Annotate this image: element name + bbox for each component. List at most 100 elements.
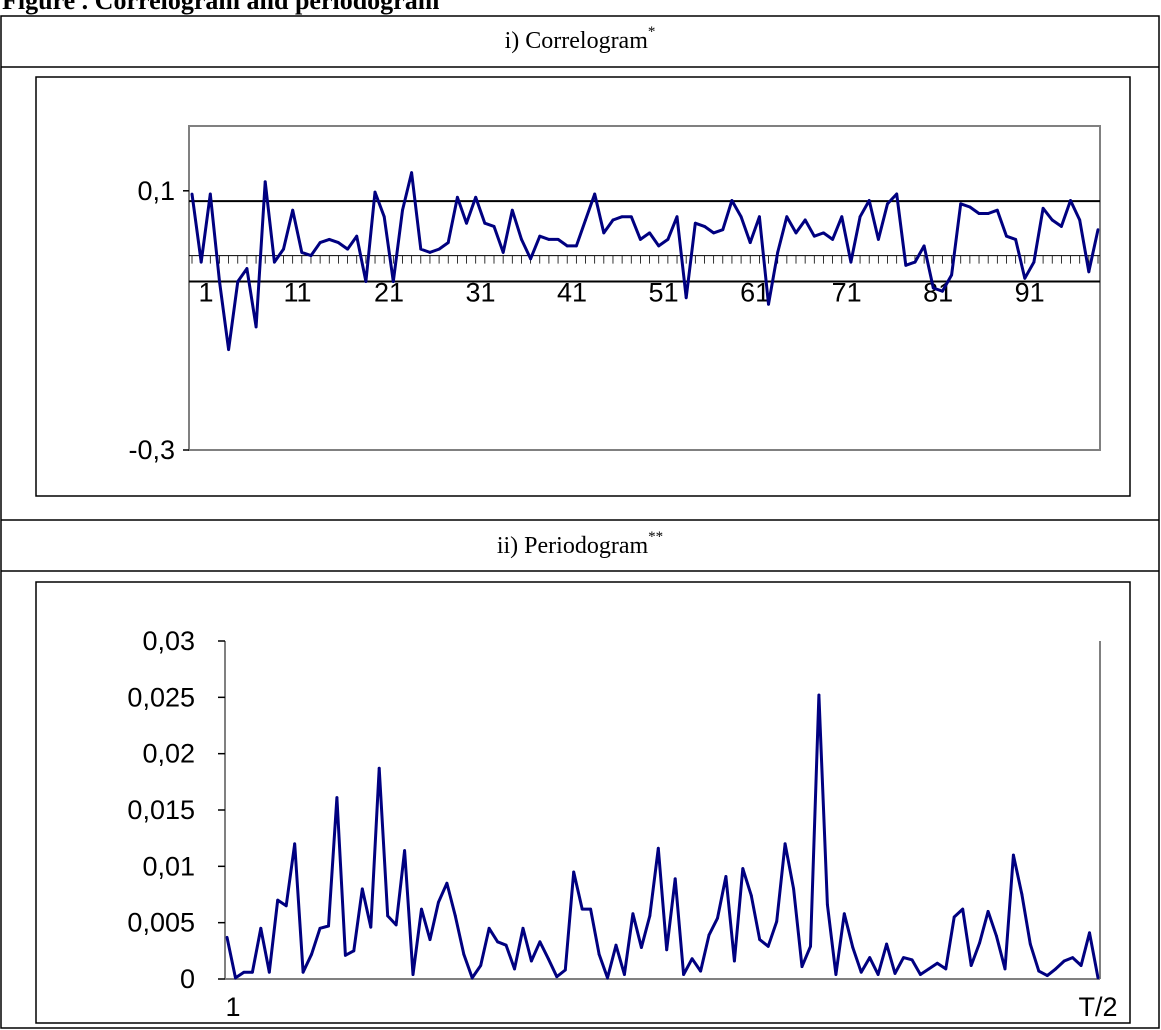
correlogram-point bbox=[1069, 199, 1072, 202]
periodogram-y-tick-label: 0,03 bbox=[142, 626, 195, 656]
periodogram-point bbox=[546, 957, 550, 961]
correlogram-point bbox=[1050, 218, 1054, 222]
periodogram-point bbox=[775, 920, 779, 923]
correlogram-point bbox=[355, 234, 359, 238]
periodogram-point bbox=[716, 916, 719, 920]
correlogram-point bbox=[282, 247, 285, 251]
correlogram-point bbox=[639, 238, 642, 241]
correlogram-point bbox=[867, 199, 871, 202]
periodogram-point bbox=[521, 926, 525, 930]
periodogram-point bbox=[453, 914, 457, 918]
periodogram-point bbox=[623, 973, 626, 976]
table-border bbox=[0, 15, 1160, 1029]
periodogram-title-mark: ** bbox=[648, 529, 663, 545]
periodogram-point bbox=[1012, 853, 1015, 857]
correlogram-point bbox=[922, 244, 926, 248]
periodogram-y-tick-label: 0,005 bbox=[127, 908, 195, 938]
correlogram-point bbox=[739, 215, 743, 219]
periodogram-point bbox=[927, 967, 931, 971]
correlogram-point bbox=[391, 280, 395, 283]
correlogram-point bbox=[272, 260, 276, 264]
periodogram-point bbox=[766, 944, 770, 948]
correlogram-point bbox=[1078, 218, 1082, 222]
correlogram-point bbox=[556, 238, 560, 241]
correlogram-point bbox=[455, 195, 459, 199]
periodogram-point bbox=[842, 912, 846, 916]
correlogram-x-tick-label: 31 bbox=[466, 278, 496, 308]
correlogram-point bbox=[977, 212, 981, 215]
correlogram-point bbox=[1059, 225, 1063, 228]
periodogram-point bbox=[428, 938, 432, 941]
periodogram-point bbox=[876, 973, 880, 976]
correlogram-point bbox=[794, 231, 798, 235]
periodogram-point bbox=[411, 973, 415, 976]
correlogram-point bbox=[501, 250, 505, 254]
periodogram-point bbox=[817, 693, 821, 697]
correlogram-point bbox=[263, 180, 267, 184]
periodogram-point bbox=[724, 875, 728, 878]
periodogram-point bbox=[234, 976, 237, 980]
correlogram-x-tick-label: 41 bbox=[557, 278, 587, 308]
correlogram-point bbox=[382, 215, 386, 219]
periodogram-y-tick-label: 0,02 bbox=[142, 739, 195, 769]
correlogram-point bbox=[684, 296, 688, 300]
periodogram-point bbox=[284, 904, 288, 908]
periodogram-point bbox=[538, 940, 542, 944]
correlogram-point bbox=[831, 238, 835, 241]
periodogram-point bbox=[969, 964, 973, 967]
periodogram-point bbox=[335, 796, 339, 800]
periodogram-point bbox=[487, 926, 491, 930]
periodogram-point bbox=[225, 935, 229, 939]
correlogram-point bbox=[492, 225, 496, 228]
periodogram-point bbox=[555, 975, 559, 979]
periodogram-point bbox=[1003, 967, 1007, 971]
periodogram-point bbox=[360, 887, 364, 891]
correlogram-point bbox=[318, 241, 322, 245]
periodogram-point bbox=[792, 887, 795, 891]
correlogram-point bbox=[401, 208, 404, 212]
periodogram-point bbox=[944, 967, 948, 971]
correlogram-point bbox=[1096, 228, 1100, 232]
periodogram-point bbox=[1020, 893, 1024, 896]
correlogram-point bbox=[190, 192, 194, 196]
periodogram-point bbox=[673, 877, 677, 881]
correlogram-point bbox=[767, 302, 770, 306]
periodogram-point bbox=[631, 912, 635, 916]
periodogram-y-tick-label: 0,015 bbox=[127, 795, 195, 825]
periodogram-point bbox=[267, 970, 271, 974]
periodogram-point bbox=[462, 952, 466, 956]
correlogram-point bbox=[666, 238, 670, 241]
periodogram-point bbox=[470, 976, 474, 980]
periodogram-point bbox=[986, 910, 990, 913]
periodogram-point bbox=[885, 942, 888, 946]
periodogram-point bbox=[656, 846, 660, 850]
periodogram-y-tick-label: 0 bbox=[180, 964, 195, 994]
correlogram-point bbox=[291, 208, 295, 212]
correlogram-point bbox=[648, 231, 651, 235]
periodogram-point bbox=[242, 970, 246, 974]
correlogram-point bbox=[941, 289, 944, 293]
correlogram-x-tick-label: 51 bbox=[649, 278, 679, 308]
periodogram-point bbox=[1062, 959, 1066, 963]
correlogram-point bbox=[629, 215, 633, 219]
periodogram-point bbox=[902, 956, 905, 959]
correlogram-point bbox=[419, 247, 423, 251]
correlogram-point bbox=[913, 260, 917, 264]
correlogram-point bbox=[693, 221, 697, 225]
correlogram-point bbox=[611, 218, 615, 222]
periodogram-point bbox=[690, 957, 694, 961]
correlogram-point bbox=[446, 241, 450, 245]
correlogram-point bbox=[309, 254, 313, 257]
correlogram-point bbox=[620, 215, 624, 219]
periodogram-point bbox=[276, 898, 280, 902]
periodogram-point bbox=[893, 971, 897, 975]
correlogram-point bbox=[1014, 238, 1018, 241]
periodogram-point bbox=[910, 958, 914, 962]
correlogram-x-tick-label: 71 bbox=[832, 278, 862, 308]
correlogram-y-tick-label: 0,1 bbox=[137, 176, 175, 206]
periodogram-point bbox=[1079, 964, 1083, 967]
correlogram-point bbox=[895, 192, 899, 196]
periodogram-point bbox=[504, 943, 508, 947]
correlogram-point bbox=[520, 238, 523, 241]
periodogram-point bbox=[961, 907, 965, 911]
